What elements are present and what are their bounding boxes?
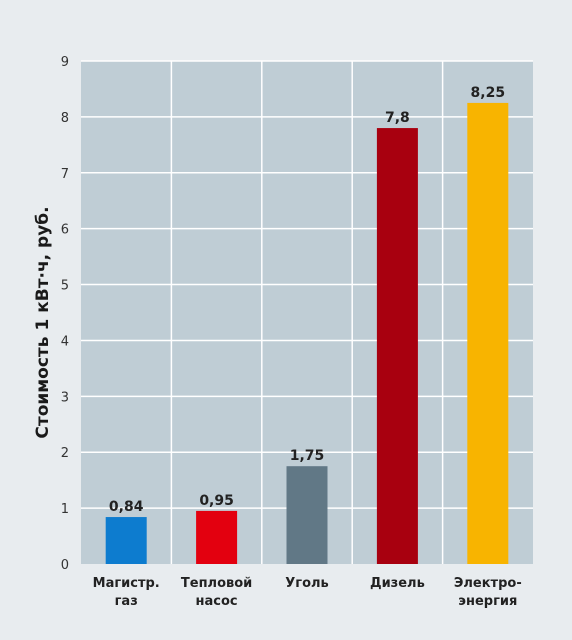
- y-tick-label: 7: [61, 167, 69, 182]
- bar: [467, 102, 509, 565]
- y-axis-title: Стоимость 1 кВт·ч, руб.: [33, 206, 53, 438]
- bar: [196, 510, 238, 564]
- y-tick-label: 3: [61, 390, 69, 405]
- x-category-label: Тепловой: [181, 576, 252, 591]
- y-tick-label: 5: [61, 279, 69, 294]
- bar-value-label: 8,25: [471, 85, 506, 101]
- x-category-label: энергия: [458, 594, 517, 609]
- bar-value-label: 0,95: [199, 493, 234, 509]
- bar-value-label: 0,84: [109, 499, 144, 515]
- bars: [105, 102, 509, 565]
- y-tick-label: 0: [61, 558, 69, 573]
- y-tick-label: 4: [61, 334, 69, 349]
- y-tick-label: 9: [61, 55, 69, 70]
- bar: [105, 517, 147, 564]
- y-tick-label: 2: [61, 446, 69, 461]
- y-tick-label: 8: [61, 111, 69, 126]
- y-tick-label: 1: [61, 502, 69, 517]
- value-labels: 0,84 0,95 1,75 7,8 8,25: [109, 85, 505, 515]
- x-axis-categories: Магистр. газ Тепловой насос Уголь Дизель Элект…: [93, 576, 522, 609]
- grid-lines: [81, 60, 533, 564]
- x-category-label: Дизель: [370, 576, 425, 591]
- x-category-label: Магистр.: [93, 576, 160, 591]
- x-category-label: газ: [115, 594, 138, 609]
- bar-value-label: 1,75: [290, 448, 325, 464]
- x-category-label: насос: [196, 594, 238, 609]
- bar-value-label: 7,8: [385, 110, 410, 126]
- y-tick-label: 6: [61, 223, 69, 238]
- bar: [376, 128, 418, 565]
- x-category-label: Уголь: [285, 576, 329, 591]
- x-category-label: Электро-: [454, 576, 522, 591]
- y-axis-ticks: 0 1 2 3 4 5 6 7 8 9: [61, 55, 69, 573]
- bar: [286, 466, 328, 564]
